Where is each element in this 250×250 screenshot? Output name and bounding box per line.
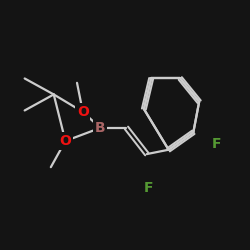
Text: O: O xyxy=(77,105,89,119)
Text: F: F xyxy=(144,180,153,194)
Text: B: B xyxy=(95,121,106,135)
Text: O: O xyxy=(60,134,71,148)
Text: F: F xyxy=(212,137,221,151)
